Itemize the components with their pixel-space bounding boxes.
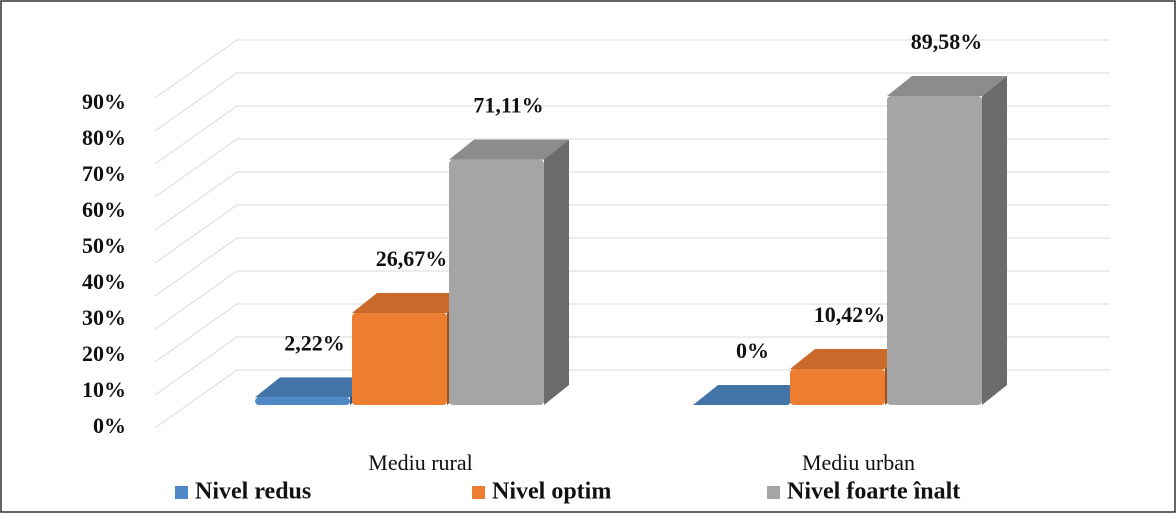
value-label: 2,22% bbox=[284, 330, 345, 355]
bar-front bbox=[255, 397, 350, 405]
grid-line bbox=[154, 138, 1110, 198]
grid-line bbox=[154, 204, 1110, 264]
legend-label: Nivel optim bbox=[492, 479, 611, 505]
bar-top bbox=[352, 292, 472, 313]
value-label: 71,11% bbox=[473, 93, 543, 118]
bar-top bbox=[449, 139, 569, 160]
y-tick-label: 20% bbox=[82, 341, 126, 366]
grid-line bbox=[154, 270, 1110, 330]
bar-top bbox=[255, 377, 375, 398]
legend-swatch bbox=[767, 486, 780, 499]
y-tick-label: 10% bbox=[82, 377, 126, 402]
bar-side bbox=[982, 75, 1007, 405]
y-tick-label: 30% bbox=[82, 305, 126, 330]
y-tick-label: 90% bbox=[82, 89, 126, 114]
legend-swatch bbox=[175, 486, 188, 499]
bar-top bbox=[790, 349, 910, 370]
y-tick-label: 70% bbox=[82, 161, 126, 186]
grid-line bbox=[154, 39, 238, 99]
x-tick-label: Mediu urban bbox=[802, 450, 915, 475]
y-tick-label: 80% bbox=[82, 125, 126, 150]
value-label: 89,58% bbox=[911, 29, 983, 54]
y-tick-label: 50% bbox=[82, 233, 126, 258]
grid-line bbox=[154, 105, 1110, 165]
bar-top bbox=[693, 385, 813, 405]
y-tick-label: 60% bbox=[82, 197, 126, 222]
bar-front bbox=[887, 95, 982, 405]
bar-side bbox=[544, 139, 569, 405]
bar-front bbox=[352, 312, 447, 405]
legend-label: Nivel foarte înalt bbox=[787, 479, 960, 505]
bar-top bbox=[887, 75, 1007, 96]
grid-line bbox=[154, 303, 1110, 363]
grid-line bbox=[154, 336, 1110, 396]
value-label: 10,42% bbox=[814, 302, 886, 327]
grid-line bbox=[154, 237, 1110, 297]
y-tick-label: 40% bbox=[82, 269, 126, 294]
value-label: 0% bbox=[736, 338, 769, 363]
bar-front bbox=[449, 159, 544, 405]
legend-label: Nivel redus bbox=[195, 479, 311, 505]
x-tick-label: Mediu rural bbox=[368, 450, 472, 475]
grid-line bbox=[154, 171, 1110, 231]
y-tick-label: 0% bbox=[93, 413, 126, 438]
legend-swatch bbox=[472, 486, 485, 499]
bar-front bbox=[790, 369, 885, 405]
value-label: 26,67% bbox=[376, 246, 448, 271]
grid-line bbox=[154, 72, 1110, 132]
